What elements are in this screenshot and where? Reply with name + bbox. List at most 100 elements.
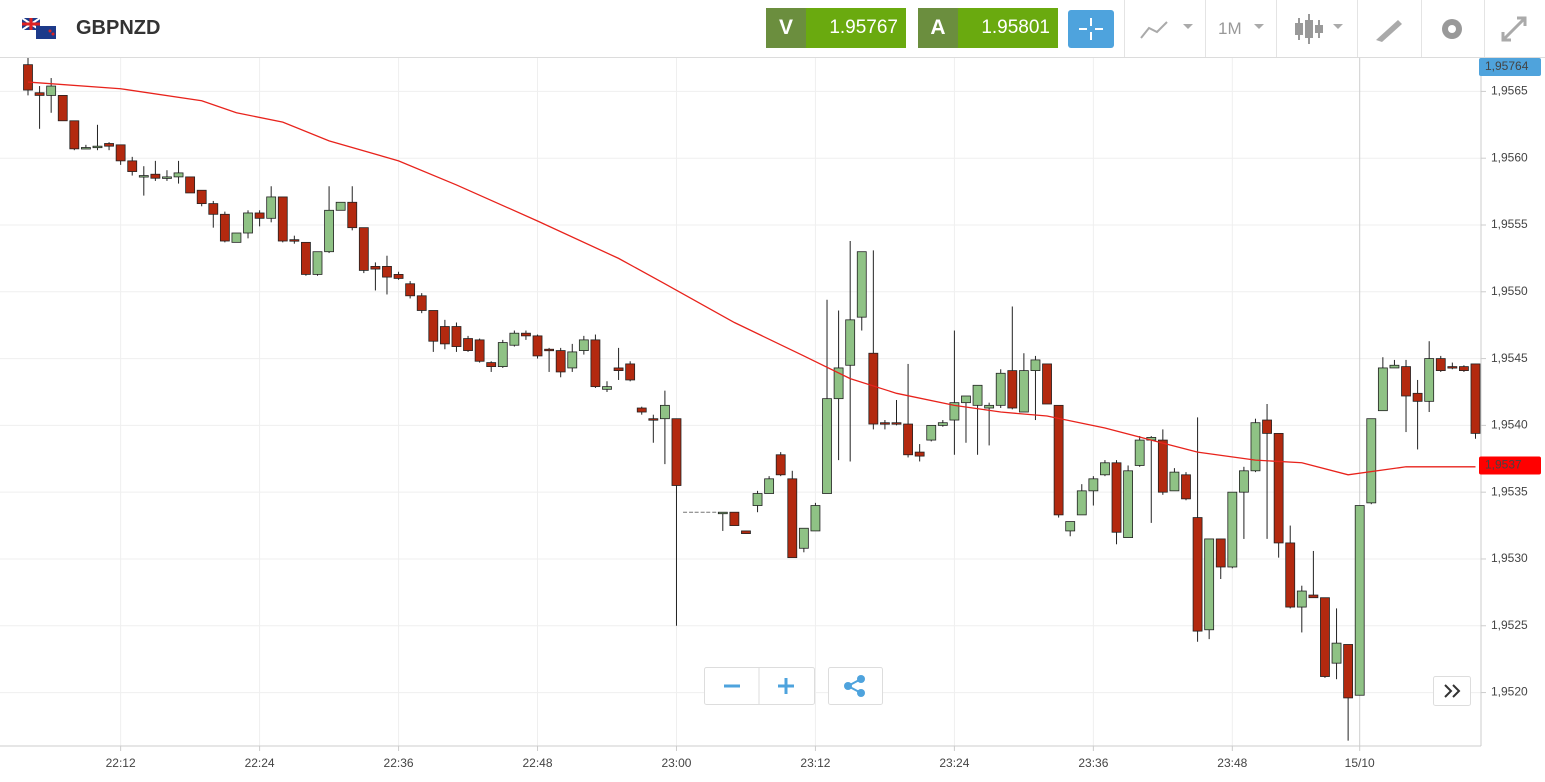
candle-body <box>1354 505 1365 696</box>
candle-body <box>1239 470 1249 493</box>
candle-body <box>1227 491 1238 568</box>
candle-body <box>162 176 172 179</box>
sell-button[interactable]: V 1.95767 <box>766 8 906 48</box>
candle-body <box>914 451 925 457</box>
candle-body <box>1308 594 1319 599</box>
candle-body <box>277 196 288 242</box>
candle-body <box>312 251 323 275</box>
price-label: 1,9537 <box>1485 458 1522 472</box>
zoom-controls[interactable] <box>704 667 816 705</box>
x-tick-label: 23:24 <box>939 756 969 770</box>
y-tick-label: 1,9545 <box>1491 351 1528 365</box>
price-label-box <box>1479 456 1541 475</box>
x-tick-label: 22:12 <box>106 756 136 770</box>
candle-body <box>532 335 543 357</box>
candle-body <box>301 241 311 275</box>
candle-body <box>903 423 913 456</box>
candle-body <box>428 310 439 342</box>
candle-body <box>92 145 103 149</box>
x-tick-label: 23:48 <box>1217 756 1247 770</box>
price-label-box <box>1479 58 1541 76</box>
candle-body <box>1007 370 1018 409</box>
candle-body <box>1157 439 1168 493</box>
candle-body <box>1435 358 1446 372</box>
candle-body <box>1030 359 1041 372</box>
candle-body <box>370 266 381 270</box>
scroll-end-button[interactable] <box>1433 676 1471 706</box>
candle-body <box>393 274 404 279</box>
candle-body <box>741 530 751 534</box>
y-tick-label: 1,9525 <box>1491 618 1528 632</box>
candle-body <box>717 511 728 515</box>
fullscreen-button[interactable] <box>1484 0 1545 57</box>
share-button[interactable] <box>828 667 884 705</box>
candle-body <box>1262 419 1272 434</box>
candle-body <box>1285 542 1296 608</box>
x-tick-label: 22:36 <box>384 756 414 770</box>
candle-body <box>961 395 971 404</box>
candle-body <box>1134 439 1145 466</box>
candle-body <box>416 295 427 311</box>
candle-body <box>1412 392 1423 402</box>
candle-body <box>439 326 450 345</box>
y-tick-label: 1,9550 <box>1491 284 1528 298</box>
candle-body <box>138 175 149 178</box>
settings-button[interactable] <box>1421 0 1484 57</box>
candle-body <box>185 176 196 194</box>
candle-body <box>1169 471 1180 492</box>
x-tick-label: 23:36 <box>1078 756 1108 770</box>
candle-body <box>1053 404 1064 516</box>
y-tick-label: 1,9535 <box>1491 484 1528 498</box>
candle-body <box>822 398 832 494</box>
candle-body <box>567 351 578 369</box>
y-tick-label: 1,9530 <box>1491 551 1528 565</box>
candle-body <box>1320 597 1330 677</box>
candle-body <box>463 338 473 351</box>
candle-body <box>81 147 91 150</box>
candle-body <box>544 348 554 352</box>
candle-body <box>127 160 138 172</box>
candle-body <box>69 120 80 150</box>
candle-body <box>602 386 612 390</box>
buy-price: 1.95801 <box>958 8 1058 48</box>
candle-body <box>34 92 45 96</box>
candle-body <box>937 422 948 426</box>
price-label: 1,95764 <box>1485 59 1529 73</box>
timeframe-button[interactable] <box>1205 0 1276 57</box>
candle-body <box>972 384 983 406</box>
candle-body <box>208 203 219 215</box>
buy-button[interactable]: A 1.95801 <box>918 8 1058 48</box>
draw-button[interactable] <box>1357 0 1421 57</box>
candle-body <box>1447 366 1458 369</box>
candle-body <box>57 95 68 122</box>
candle-body <box>1042 363 1052 405</box>
candle-body <box>1343 644 1354 699</box>
candle-body <box>173 172 184 178</box>
candle-body <box>335 201 346 211</box>
candle-body <box>833 367 844 400</box>
candle-body <box>497 342 508 367</box>
candle-body <box>660 404 670 420</box>
candle-body <box>115 144 126 162</box>
candle-body <box>845 319 856 366</box>
candle-body <box>509 332 520 346</box>
candle-body <box>578 339 589 351</box>
crosshair-button[interactable] <box>1068 10 1114 48</box>
candle-body <box>1088 478 1099 492</box>
candle-body <box>1018 370 1029 413</box>
candle-body <box>856 251 867 318</box>
candle-body <box>798 527 809 549</box>
y-tick-label: 1,9520 <box>1491 685 1528 699</box>
candle-body <box>949 402 960 421</box>
candle-body <box>810 505 821 532</box>
candle-body <box>1076 490 1087 516</box>
candle-body <box>196 189 207 205</box>
chart-type-button[interactable] <box>1124 0 1205 57</box>
sell-label: V <box>766 8 806 48</box>
candle-body <box>289 239 300 242</box>
candle-body <box>984 404 995 409</box>
candle-body <box>243 212 253 234</box>
candle-style-button[interactable] <box>1276 0 1357 57</box>
candle-body <box>1123 470 1133 538</box>
